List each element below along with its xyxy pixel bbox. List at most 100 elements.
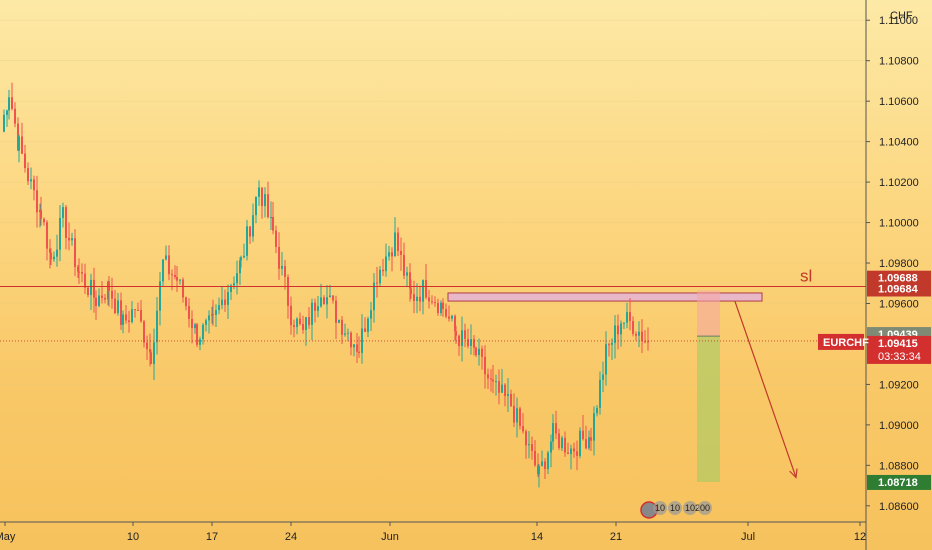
candle xyxy=(11,82,13,111)
candle-body xyxy=(329,295,331,298)
candle xyxy=(95,290,97,320)
candle-body xyxy=(623,322,625,324)
event-label: 10 xyxy=(655,503,665,513)
price-tags: 1.096881.096841.094391.0941503:33:341.08… xyxy=(818,270,931,490)
candle xyxy=(224,289,226,312)
event-label: 10 xyxy=(670,503,680,513)
time-tick-label: 24 xyxy=(285,531,297,543)
candle xyxy=(249,226,251,244)
take-profit-box[interactable] xyxy=(697,336,720,482)
candle-body xyxy=(323,297,325,305)
candle-body xyxy=(406,272,408,276)
time-tick-label: 10 xyxy=(127,531,139,543)
candle-body xyxy=(293,325,295,328)
candle-body xyxy=(358,351,360,353)
candle xyxy=(406,266,408,288)
candle-body xyxy=(11,97,13,109)
candle-body xyxy=(168,255,170,275)
candle-body xyxy=(68,237,70,241)
candle xyxy=(125,305,127,324)
candle-body xyxy=(146,342,148,350)
candle-body xyxy=(419,296,421,302)
candle xyxy=(519,406,521,430)
candle-body xyxy=(162,259,164,282)
candle xyxy=(162,259,164,287)
candle xyxy=(394,217,396,257)
candle-body xyxy=(413,294,415,302)
candle-body xyxy=(114,298,116,314)
candle-body xyxy=(470,339,472,347)
candle-body xyxy=(416,296,418,302)
candle-body xyxy=(305,317,307,330)
candle-body xyxy=(252,215,254,237)
candle xyxy=(602,361,604,393)
candle xyxy=(513,393,515,428)
candle xyxy=(293,319,295,338)
symbol-tag: EURCHF xyxy=(818,333,869,350)
candle-body xyxy=(233,283,235,286)
candle xyxy=(448,305,450,322)
symbol-tag-label: EURCHF xyxy=(823,337,869,349)
candle-body xyxy=(150,352,152,365)
candle-body xyxy=(353,344,355,348)
candle xyxy=(573,442,575,458)
projection-arrow[interactable] xyxy=(734,301,797,478)
event-marker[interactable] xyxy=(683,501,697,515)
candle xyxy=(246,219,248,261)
candle xyxy=(541,450,543,467)
event-marker[interactable] xyxy=(653,501,667,515)
candle xyxy=(335,295,337,340)
candle-body xyxy=(111,290,113,299)
candle-body xyxy=(326,297,328,305)
candle xyxy=(434,296,436,307)
candle-body xyxy=(541,461,543,467)
candle xyxy=(332,295,334,304)
price-tick-label: 1.10200 xyxy=(879,177,919,189)
candle xyxy=(440,300,442,316)
price-tick-label: 1.09000 xyxy=(879,420,919,432)
candle-body xyxy=(71,238,73,241)
candle xyxy=(8,89,10,120)
candle-body xyxy=(208,315,210,321)
stop-loss-box[interactable] xyxy=(697,290,720,337)
candle-body xyxy=(255,196,257,216)
position-layer xyxy=(697,290,720,482)
candle-body xyxy=(53,256,55,260)
candle xyxy=(338,319,340,324)
candle xyxy=(137,302,139,311)
price-tick-label: 1.09800 xyxy=(879,258,919,270)
candle-body xyxy=(49,248,51,253)
event-marker[interactable] xyxy=(698,501,712,515)
candle xyxy=(56,234,58,267)
candle xyxy=(647,327,649,351)
candle xyxy=(278,232,280,280)
candle-body xyxy=(261,187,263,207)
candle-body xyxy=(8,97,10,111)
candle xyxy=(53,251,55,262)
candle xyxy=(111,277,113,309)
candle xyxy=(555,410,557,440)
candle xyxy=(538,464,540,488)
candle-body xyxy=(467,339,469,347)
candle-body xyxy=(40,209,42,219)
candle xyxy=(379,266,381,287)
candle-body xyxy=(202,324,204,340)
candle xyxy=(451,314,453,322)
candle xyxy=(461,316,463,362)
time-tick-label: 12 xyxy=(854,531,866,543)
candle-body xyxy=(272,216,274,231)
candle-body xyxy=(30,179,32,182)
candle xyxy=(422,279,424,315)
price-tag-label: 1.09684 xyxy=(878,283,919,295)
candle xyxy=(323,295,325,305)
candle xyxy=(77,265,79,279)
candle-body xyxy=(437,302,439,314)
event-marker[interactable] xyxy=(668,501,682,515)
candle-body xyxy=(77,267,79,272)
resistance-zone[interactable] xyxy=(447,292,763,302)
candle xyxy=(104,293,106,304)
candle-body xyxy=(579,430,581,456)
candle xyxy=(490,369,492,392)
